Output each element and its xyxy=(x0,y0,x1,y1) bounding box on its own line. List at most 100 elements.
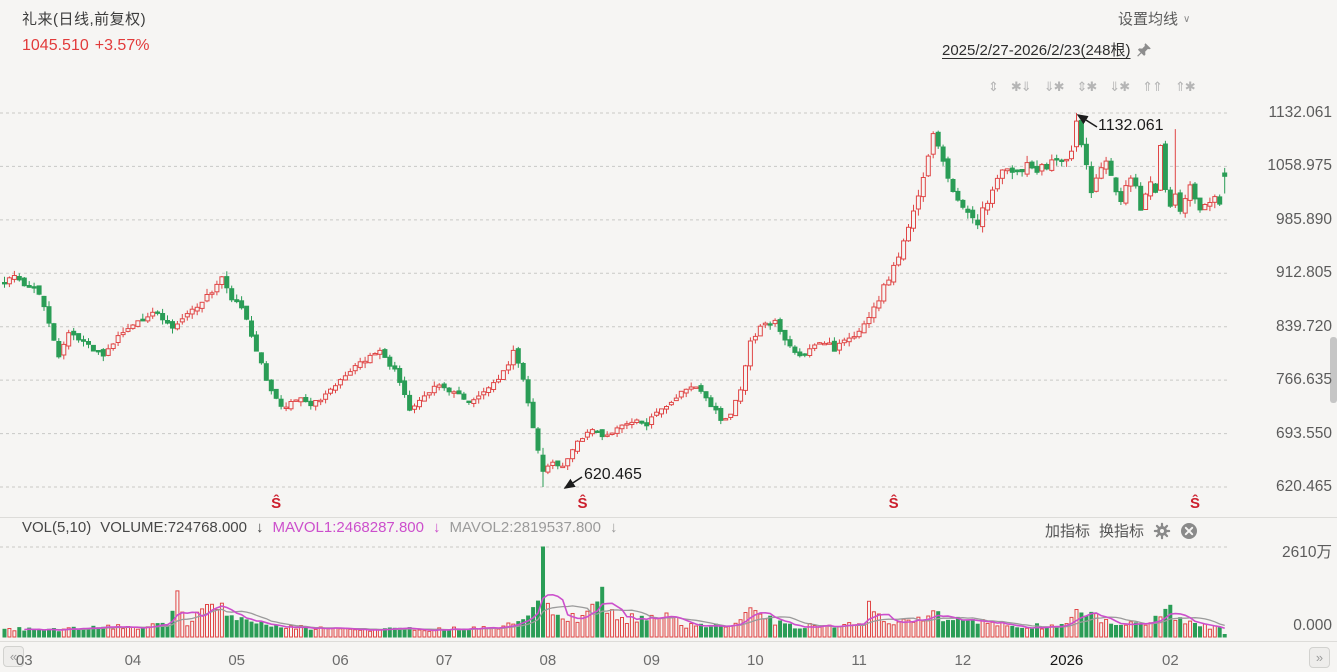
candle-body xyxy=(708,397,714,408)
ma-settings-button[interactable]: 设置均线 ∨ xyxy=(1118,8,1190,29)
candle-body xyxy=(752,335,758,341)
scroll-right-button[interactable]: » xyxy=(1309,647,1330,668)
volume-bar xyxy=(150,623,155,638)
candle-body xyxy=(891,264,897,283)
price-axis-tick: 1132.061 xyxy=(1268,104,1333,121)
volume-bar xyxy=(778,620,783,638)
volume-bar xyxy=(506,622,511,638)
volume-bar xyxy=(353,629,358,638)
event-marker[interactable]: Ŝ xyxy=(888,495,899,512)
candle-body xyxy=(1039,164,1045,172)
candle-body xyxy=(881,284,887,302)
volume-bar xyxy=(313,628,318,638)
candle-body xyxy=(589,429,595,435)
candle-body xyxy=(382,349,388,358)
price-value: 1045.510 xyxy=(22,37,89,54)
volume-bar xyxy=(358,629,363,638)
candle-body xyxy=(145,316,151,322)
volume-bar xyxy=(27,627,32,638)
candle-body xyxy=(866,317,872,325)
candle-body xyxy=(886,279,892,286)
candle-body xyxy=(856,330,862,338)
gear-icon[interactable] xyxy=(1153,522,1171,540)
volume-bar xyxy=(946,619,950,638)
volume-bar xyxy=(1198,626,1202,638)
switch-indicator-button[interactable]: 换指标 xyxy=(1099,523,1145,540)
candle-body xyxy=(26,285,32,288)
candle-body xyxy=(1064,158,1070,162)
candle-body xyxy=(76,333,82,341)
volume-bar xyxy=(511,623,516,638)
candle-body xyxy=(535,428,541,451)
scrollbar-thumb[interactable] xyxy=(1330,337,1337,403)
volume-bar xyxy=(1158,616,1163,638)
volume-bar xyxy=(402,628,407,638)
candle-body xyxy=(920,177,926,198)
event-marker[interactable]: Ŝ xyxy=(577,495,588,512)
scale-tool-icon[interactable]: ⇑⇑ xyxy=(1142,79,1163,94)
volume-bar xyxy=(229,615,234,638)
candle-body xyxy=(713,405,719,411)
vol-indicator-label[interactable]: VOL(5,10) xyxy=(22,519,92,536)
close-icon[interactable] xyxy=(1180,522,1198,540)
volume-bar xyxy=(704,627,708,638)
volume-bar xyxy=(644,620,649,638)
volume-bar xyxy=(1118,624,1123,638)
volume-bar xyxy=(802,628,807,638)
panel-divider xyxy=(0,517,1337,518)
low-arrow xyxy=(563,476,583,489)
price-axis-tick: 912.805 xyxy=(1275,264,1332,282)
candle-body xyxy=(51,323,57,341)
volume-bar xyxy=(106,624,111,638)
volume-axis-max: 2610万 xyxy=(1282,544,1332,561)
event-marker[interactable]: Ŝ xyxy=(1190,495,1201,512)
date-range-link[interactable]: 2025/2/27-2026/2/23(248根) xyxy=(942,39,1152,60)
candle-body xyxy=(1108,160,1114,176)
volume-bar xyxy=(1138,623,1143,638)
candle-body xyxy=(377,349,383,355)
add-indicator-button[interactable]: 加指标 xyxy=(1045,523,1091,540)
event-marker[interactable]: Ŝ xyxy=(271,495,282,512)
volume-bar xyxy=(585,610,590,638)
price-axis-tick: 985.890 xyxy=(1275,210,1332,228)
candle-body xyxy=(229,288,235,301)
volume-bar xyxy=(269,626,274,638)
candle-body xyxy=(1059,159,1065,163)
scale-tool-icon[interactable]: ⇕✱ xyxy=(1076,79,1098,94)
volume-bar xyxy=(259,621,264,638)
scale-tool-icon[interactable]: ✱⇓ xyxy=(1010,79,1032,94)
volume-bar xyxy=(17,627,22,638)
volume-bar xyxy=(264,624,269,638)
candle-body xyxy=(1172,193,1178,206)
candle-body xyxy=(21,277,27,287)
volume-bar xyxy=(1089,611,1094,638)
volume-bar xyxy=(1064,623,1069,638)
scale-tool-icon[interactable]: ⇕ xyxy=(988,79,999,94)
volume-bar xyxy=(807,623,812,638)
scale-tool-icon[interactable]: ⇓✱ xyxy=(1109,79,1130,94)
candle-body xyxy=(140,318,146,322)
candle-body xyxy=(817,342,823,345)
candle-body xyxy=(421,395,427,402)
volume-bar xyxy=(224,615,229,638)
volume-bar xyxy=(1039,628,1044,638)
scroll-left-button[interactable]: « xyxy=(3,646,24,667)
candle-body xyxy=(249,320,254,337)
volume-bar xyxy=(491,627,496,638)
pin-icon[interactable] xyxy=(1136,42,1152,58)
candle-body xyxy=(1083,143,1089,166)
candle-body xyxy=(199,301,205,309)
candle-body xyxy=(209,292,215,295)
month-axis-label: 02 xyxy=(1161,652,1179,669)
volume-bar xyxy=(382,628,387,638)
scale-tool-icon[interactable]: ⇓✱ xyxy=(1043,79,1065,94)
volume-bar xyxy=(896,621,901,638)
scale-tool-icon[interactable]: ⇑✱ xyxy=(1174,79,1196,94)
volume-bar xyxy=(753,610,758,638)
candle-body xyxy=(1009,167,1015,173)
volume-bar xyxy=(214,609,219,638)
candle-body xyxy=(1113,177,1119,193)
candle-body xyxy=(357,361,363,368)
volume-bar xyxy=(555,614,560,638)
